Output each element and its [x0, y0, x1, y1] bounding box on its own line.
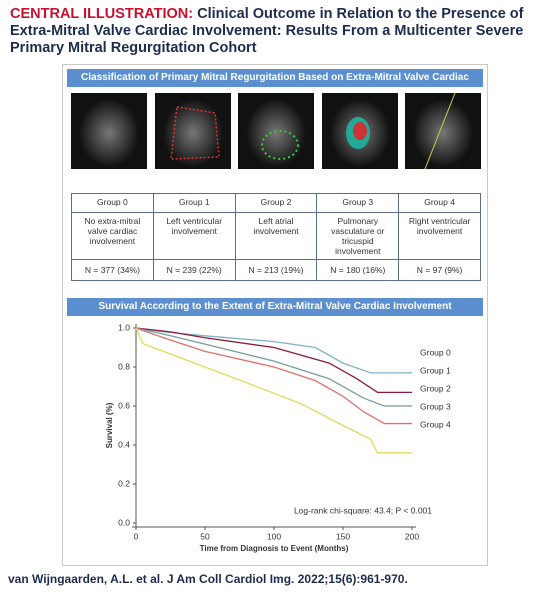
annotation: Log-rank chi-square: 43.4; P < 0.001 — [294, 505, 432, 515]
header: CENTRAL ILLUSTRATION: Clinical Outcome i… — [10, 6, 540, 57]
x-tick-label: 50 — [200, 531, 210, 541]
table-cell: Left atrial involvement — [234, 212, 318, 260]
x-tick-label: 200 — [405, 531, 419, 541]
y-tick-label: 0.8 — [118, 361, 130, 371]
echo-image — [405, 93, 481, 169]
banner: Survival According to the Extent of Extr… — [67, 298, 483, 316]
panel: Classification of Primary Mitral Regurgi… — [62, 64, 488, 566]
y-tick-label: 0.0 — [118, 517, 130, 527]
citation: van Wijngaarden, A.L. et al. J Am Coll C… — [8, 572, 408, 586]
survival-curve — [135, 327, 412, 454]
table-cell: Group 1 — [152, 193, 236, 213]
table-cell: Group 3 — [316, 193, 400, 213]
table-cell: N = 377 (34%) — [71, 259, 154, 281]
survival-curve — [135, 327, 412, 393]
series-label: Group 2 — [420, 383, 451, 393]
y-tick-label: 1.0 — [118, 322, 130, 332]
table-row: Group 0 Group 1 Group 2 Group 3 Group 4 — [71, 193, 481, 213]
echo-images — [71, 93, 481, 169]
echo-image — [238, 93, 314, 169]
group-table: Group 0 Group 1 Group 2 Group 3 Group 4 No ex… — [71, 193, 481, 281]
y-tick-label: 0.2 — [118, 478, 130, 488]
survival-curve — [135, 327, 412, 425]
x-tick-label: 0 — [134, 531, 139, 541]
table-cell: Group 2 — [234, 193, 318, 213]
header-label: CENTRAL ILLUSTRATION: — [10, 6, 194, 22]
x-axis-label: Time from Diagnosis to Event (Months) — [200, 544, 349, 553]
x-tick-label: 100 — [267, 531, 281, 541]
y-tick-label: 0.6 — [118, 400, 130, 410]
y-tick-label: 0.4 — [118, 439, 130, 449]
table-cell: Left ventricular involvement — [152, 212, 236, 260]
series-label: Group 3 — [420, 401, 451, 411]
table-cell: N = 239 (22%) — [152, 259, 236, 281]
series-label: Group 1 — [420, 365, 451, 375]
table-cell: N = 97 (9%) — [398, 259, 481, 281]
table-cell: N = 213 (19%) — [234, 259, 318, 281]
survival-curve — [135, 327, 412, 407]
x-tick-label: 150 — [336, 531, 350, 541]
banner: Classification of Primary Mitral Regurgi… — [67, 69, 483, 101]
table-cell: No extra-mitral valve cardiac involvemen… — [71, 212, 154, 260]
series-label: Group 4 — [420, 419, 451, 429]
table-cell: Pulmonary vasculature or tricuspid invol… — [316, 212, 400, 260]
table-cell: Group 0 — [71, 193, 154, 213]
table-cell: Group 4 — [398, 193, 481, 213]
echo-image — [154, 93, 231, 169]
survival-curve — [135, 327, 412, 374]
chart: 0.0 0.2 0.4 0.6 0.8 1.0 0 50 100 150 200 Time from … — [105, 322, 451, 553]
y-axis-label: Survival (%) — [105, 402, 114, 448]
table-cell: N = 180 (16%) — [316, 259, 400, 281]
echo-image — [71, 93, 147, 169]
echo-image — [321, 93, 398, 169]
series-label: Group 0 — [420, 347, 451, 357]
header-title: Clinical Outcome in Relation to the Pres… — [10, 6, 524, 56]
table-row: No extra-mitral valve cardiac involvemen… — [71, 212, 481, 260]
table-row: N = 377 (34%) N = 239 (22%) N = 213 (19%) N… — [71, 259, 481, 281]
table-cell: Right ventricular involvement — [398, 212, 481, 260]
